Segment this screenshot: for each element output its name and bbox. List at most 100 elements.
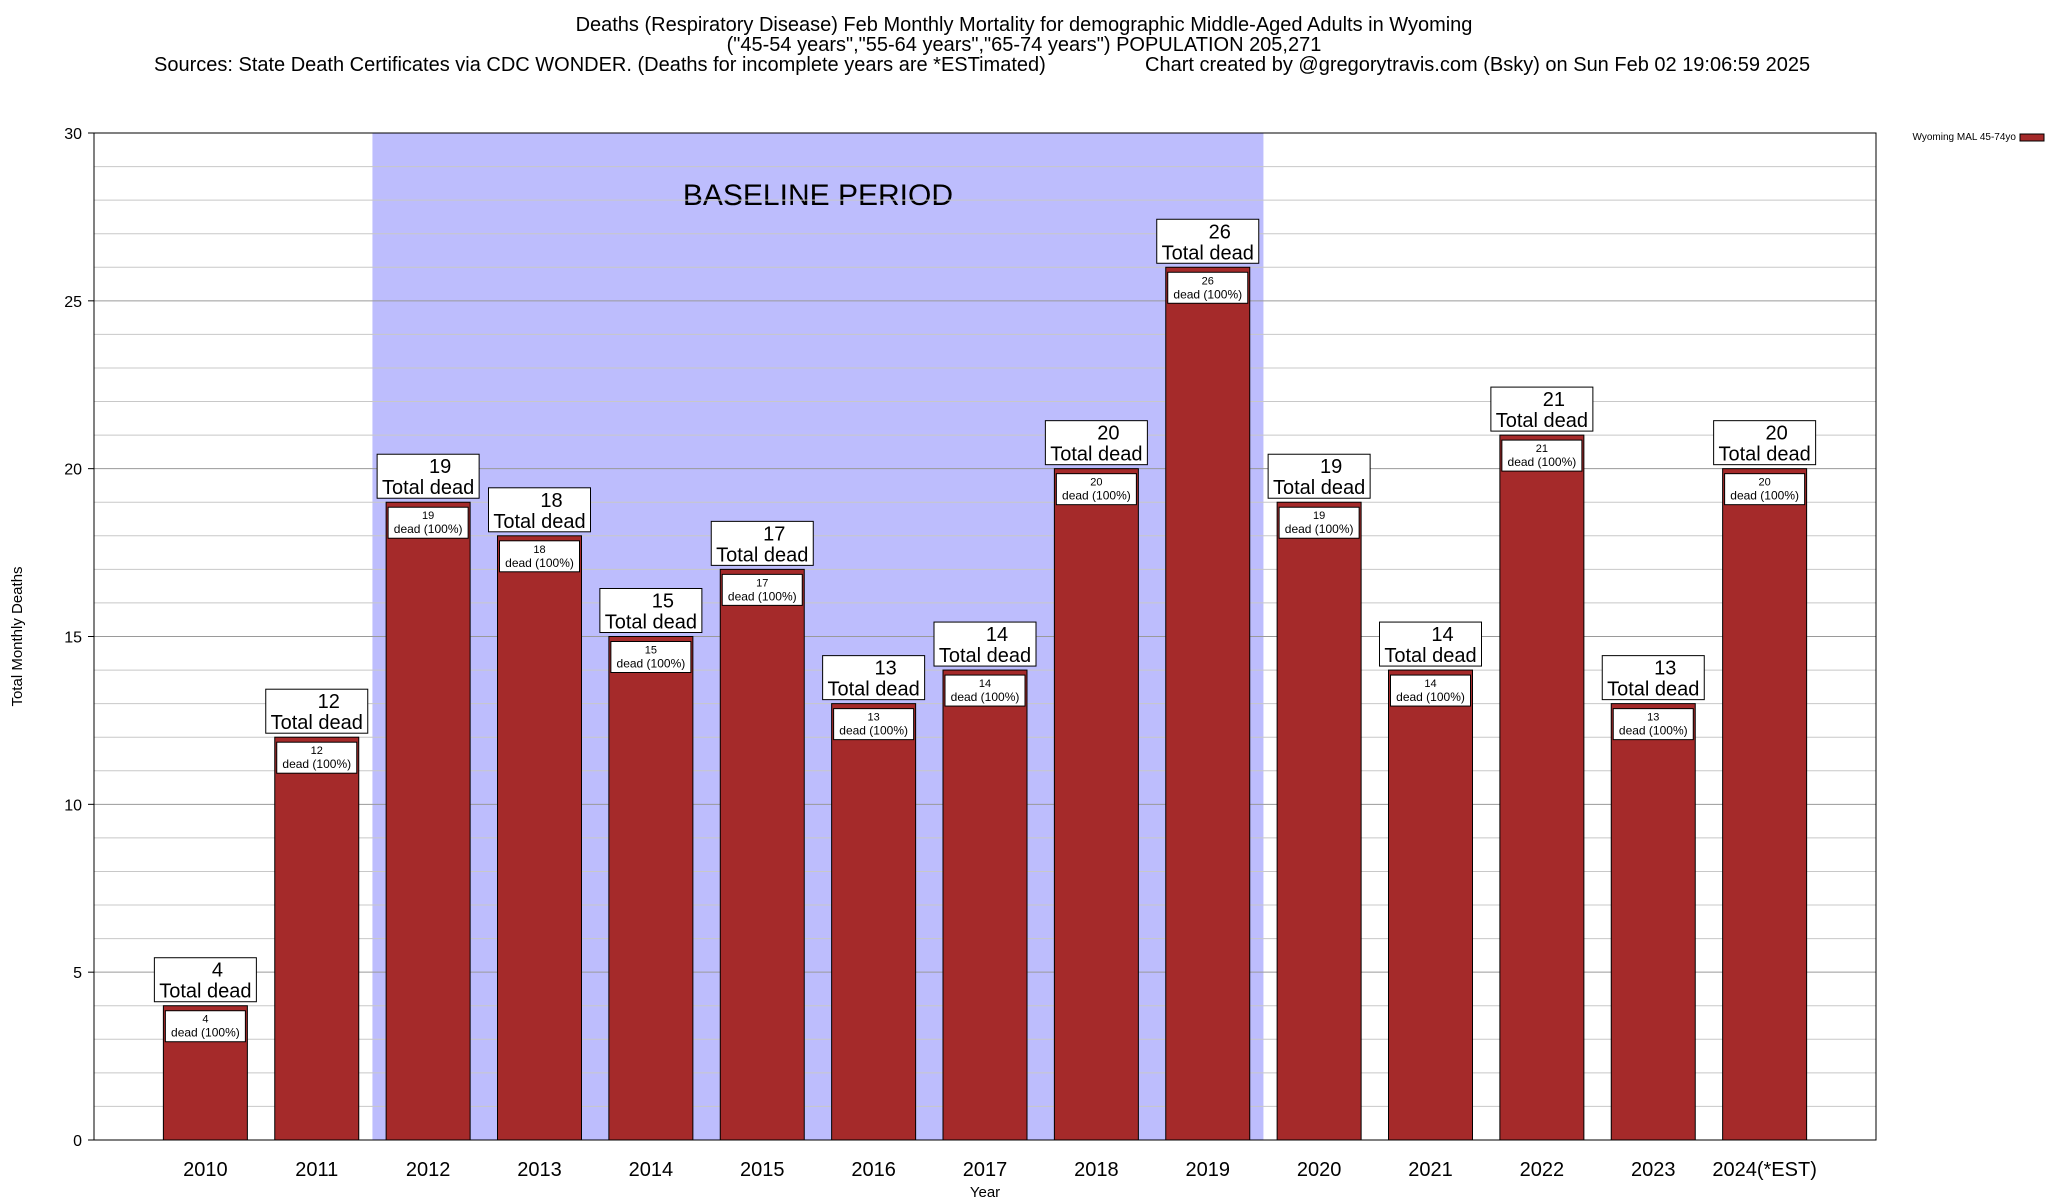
x-tick-label: 2016	[851, 1159, 896, 1181]
bar-total-label-box	[1044, 420, 1148, 466]
bar	[1722, 468, 1808, 1141]
bar-inner-label: dead (100%)	[839, 724, 908, 738]
bar-inner-label: dead (100%)	[394, 522, 463, 536]
bar-inner-label: dead (100%)	[951, 690, 1020, 704]
bar-inner-label-box	[1724, 473, 1806, 506]
bar-inner-label-box	[1501, 439, 1583, 472]
bar-total-label: Total dead	[605, 612, 697, 634]
bar-value-label: 13	[1654, 658, 1676, 680]
bar-total-label: Total dead	[1607, 679, 1699, 701]
legend-swatch	[2019, 133, 2045, 142]
bar-inner-label: dead (100%)	[728, 589, 797, 603]
bar-inner-label-box	[164, 1010, 246, 1043]
bar	[1610, 703, 1696, 1141]
bar-inner-label: dead (100%)	[171, 1026, 240, 1040]
x-tick-label: 2021	[1408, 1159, 1453, 1181]
bar-value-label: 15	[652, 591, 674, 613]
bar-inner-value: 13	[868, 712, 880, 724]
y-tick-label: 30	[64, 126, 82, 143]
x-tick-label: 2022	[1520, 1159, 1565, 1181]
bar-value-label: 17	[763, 523, 785, 545]
x-tick-label: 2017	[963, 1159, 1008, 1181]
bar-total-label: Total dead	[1050, 444, 1142, 466]
bar-total-label: Total dead	[939, 645, 1031, 667]
bar-value-label: 21	[1543, 389, 1565, 411]
bar-value-label: 19	[429, 456, 451, 478]
bar-inner-label: dead (100%)	[1619, 724, 1688, 738]
bar	[719, 568, 805, 1141]
bar-total-label: Total dead	[159, 981, 251, 1003]
bar-inner-label-box	[721, 573, 803, 606]
bar-inner-label-box	[1278, 506, 1360, 539]
bar-inner-label: dead (100%)	[282, 757, 351, 771]
bar-value-label: 14	[986, 624, 1008, 646]
bar-value-label: 13	[875, 658, 897, 680]
bar-inner-label: dead (100%)	[617, 657, 686, 671]
bar-total-label-box	[488, 487, 591, 533]
bar	[831, 703, 917, 1141]
x-tick-label: 2010	[183, 1159, 228, 1181]
bar-total-label-box	[265, 688, 369, 734]
bar-total-label-box	[599, 588, 703, 633]
bar-inner-label: dead (100%)	[1285, 522, 1354, 536]
bar-total-label: Total dead	[1718, 444, 1810, 466]
x-tick-label: 2014	[629, 1159, 674, 1181]
bar-value-label: 14	[1431, 624, 1453, 646]
bar-inner-value: 4	[202, 1014, 208, 1026]
y-tick-label: 20	[64, 462, 82, 479]
bar-total-label-box	[153, 957, 257, 1003]
legend: Wyoming MAL 45-74yo	[1913, 132, 2045, 143]
bar-inner-value: 14	[979, 678, 991, 690]
chart-source: Sources: State Death Certificates via CD…	[154, 54, 1046, 76]
y-tick-label: 25	[64, 294, 82, 311]
bar	[1276, 501, 1362, 1141]
y-tick-label: 15	[64, 630, 82, 647]
bar-inner-value: 18	[533, 544, 545, 556]
bar-inner-value: 26	[1202, 275, 1214, 287]
bar-total-label: Total dead	[1384, 645, 1476, 667]
x-axis-label: Year	[970, 1184, 1000, 1200]
bar-inner-value: 19	[1313, 510, 1325, 522]
bar-total-label-box	[1379, 621, 1482, 667]
bar-value-label: 12	[318, 691, 340, 713]
bar-total-label-box	[1156, 218, 1260, 264]
bar-inner-value: 20	[1090, 477, 1102, 489]
chart-subtitle: ("45-54 years","55-64 years","65-74 year…	[726, 34, 1322, 56]
bar-inner-value: 12	[311, 745, 323, 757]
bar-inner-label-box	[499, 540, 580, 573]
bar-total-label: Total dead	[1496, 410, 1588, 432]
bar-inner-label: dead (100%)	[505, 556, 574, 570]
y-axis-label: Total Monthly Deaths	[9, 566, 26, 706]
bar	[1388, 669, 1473, 1141]
bar-inner-label: dead (100%)	[1508, 455, 1577, 469]
bar-inner-label: dead (100%)	[1396, 690, 1465, 704]
bar-value-label: 4	[212, 960, 223, 982]
bar	[942, 669, 1028, 1141]
bar-inner-value: 21	[1536, 443, 1548, 455]
bar-inner-label-box	[276, 741, 358, 774]
bar	[1053, 468, 1139, 1141]
bar-inner-label-box	[1055, 473, 1137, 506]
bar-total-label-box	[376, 453, 480, 499]
bar-inner-value: 14	[1424, 678, 1436, 690]
chart-credit: Chart created by @gregorytravis.com (Bsk…	[1145, 54, 1811, 76]
bar-total-label: Total dead	[716, 544, 808, 566]
bar-inner-value: 19	[422, 510, 434, 522]
bar-inner-value: 13	[1647, 712, 1659, 724]
bar-total-label-box	[1713, 420, 1817, 466]
bar-inner-value: 17	[756, 577, 768, 589]
y-tick-label: 10	[64, 797, 82, 814]
